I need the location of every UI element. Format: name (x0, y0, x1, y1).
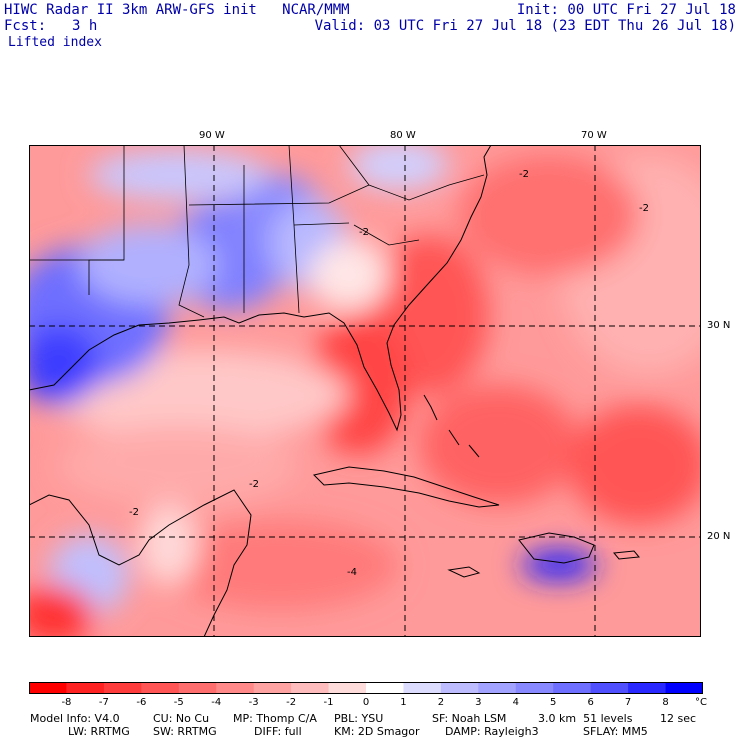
contour-label: -2 (249, 479, 259, 490)
lon-label-90w: 90 W (199, 130, 225, 141)
colorbar-swatch (628, 682, 667, 694)
coastlines (29, 145, 640, 637)
lifted-index-map[interactable]: -2 -2 -2 -2 -2 -4 (29, 145, 701, 637)
forecast-hour: 3 h (72, 18, 98, 34)
footer-km: KM: 2D Smagor (334, 725, 420, 738)
lat-lon-grid (29, 145, 701, 637)
footer-cu: CU: No Cu (153, 712, 210, 725)
contour-label: -4 (347, 567, 357, 578)
colorbar-tick-label: -7 (98, 697, 109, 708)
lon-label-70w: 70 W (581, 130, 607, 141)
contour-label: -2 (359, 227, 369, 238)
colorbar-swatch (141, 682, 180, 694)
colorbar-swatch (553, 682, 592, 694)
colorbar-tick-label: -1 (323, 697, 334, 708)
colorbar-tick-label: -8 (61, 697, 72, 708)
field-name: Lifted index (8, 35, 102, 50)
colorbar-swatch (291, 682, 330, 694)
init-time: Init: 00 UTC Fri 27 Jul 18 (516, 2, 736, 18)
colorbar-tick-label: -5 (173, 697, 184, 708)
colorbar-tick-label: -4 (211, 697, 222, 708)
forecast-label: Fcst: (4, 18, 47, 34)
footer-resolution: 3.0 km 51 levels (538, 712, 633, 725)
lat-label-30n: 30 N (707, 320, 731, 331)
footer-sflay: SFLAY: MM5 (583, 725, 648, 738)
colorbar-swatch (216, 682, 255, 694)
contour-label: -2 (129, 507, 139, 518)
footer-sf: SF: Noah LSM (432, 712, 507, 725)
colorbar-swatch (665, 682, 703, 694)
colorbar-tick-label: 7 (624, 697, 632, 708)
colorbar-swatch (66, 682, 105, 694)
footer-pbl: PBL: YSU (334, 712, 384, 725)
footer-sw: SW: RRTMG (153, 725, 217, 738)
footer-model-info: Model Info: V4.0 (30, 712, 120, 725)
footer-timestep: 12 sec (660, 712, 697, 725)
colorbar-swatch (403, 682, 442, 694)
lat-label-20n: 20 N (707, 531, 731, 542)
footer-lw: LW: RRTMG (68, 725, 130, 738)
colorbar-tick-label: -6 (136, 697, 147, 708)
footer-mp: MP: Thomp C/A (233, 712, 317, 725)
colorbar-swatch (440, 682, 479, 694)
colorbar-swatch (103, 682, 142, 694)
colorbar-tick-label: -3 (248, 697, 259, 708)
colorbar-tick-label: 5 (550, 697, 557, 708)
colorbar (29, 682, 703, 694)
colorbar-tick-label: 3 (475, 697, 482, 708)
footer-diff: DIFF: full (254, 725, 302, 738)
colorbar-swatch (29, 682, 67, 694)
colorbar-tick-label: -2 (286, 697, 297, 708)
colorbar-tick-label: 4 (512, 697, 519, 708)
map-frame (29, 145, 701, 637)
colorbar-tick-label: 1 (400, 697, 407, 708)
colorbar-swatch (590, 682, 629, 694)
contour-label: -2 (519, 169, 529, 180)
colorbar-unit: °C (695, 697, 707, 708)
footer-damp: DAMP: Rayleigh3 (445, 725, 539, 738)
lon-label-80w: 80 W (390, 130, 416, 141)
colorbar-swatch (253, 682, 292, 694)
valid-time: Valid: 03 UTC Fri 27 Jul 18 (23 EDT Thu … (314, 18, 736, 34)
colorbar-swatch (515, 682, 554, 694)
colorbar-swatch (366, 682, 404, 694)
colorbar-swatch (328, 682, 367, 694)
colorbar-swatch (478, 682, 517, 694)
colorbar-tick-label: 8 (662, 697, 669, 708)
colorbar-tick-label: 2 (437, 697, 445, 708)
contour-label: -2 (639, 203, 649, 214)
colorbar-tick-label: 6 (587, 697, 594, 708)
field-shading (29, 145, 701, 637)
colorbar-swatch (178, 682, 217, 694)
colorbar-tick-label: 0 (362, 697, 370, 708)
model-title: HIWC Radar II 3km ARW-GFS init NCAR/MMM (4, 2, 350, 18)
state-borders (29, 145, 485, 318)
